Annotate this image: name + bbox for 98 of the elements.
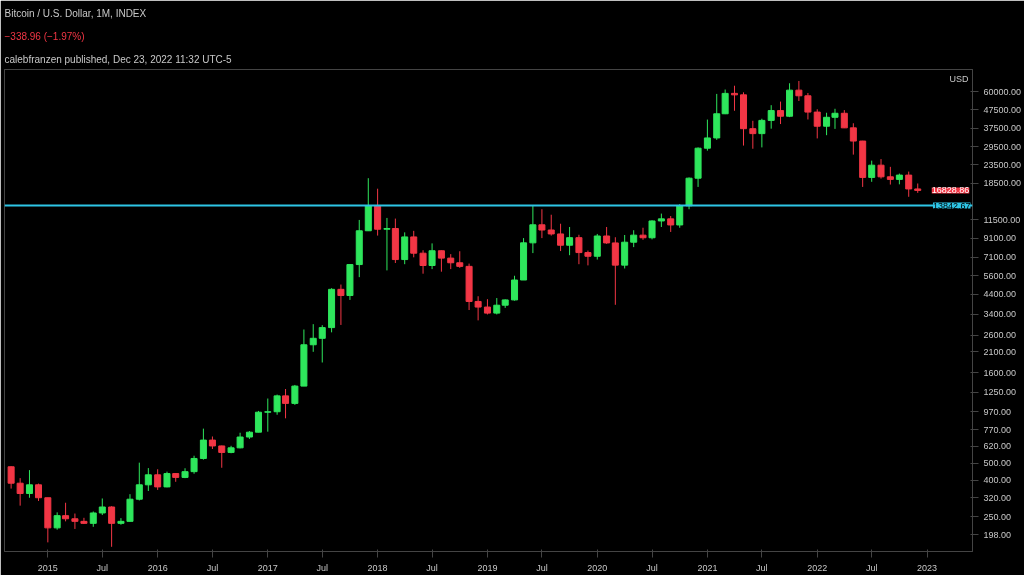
candlestick: [25, 469, 33, 499]
candlestick: [154, 468, 162, 491]
candlestick: [611, 236, 619, 306]
candlestick: [823, 112, 831, 136]
y-tick-label: 620.00: [983, 441, 1012, 452]
x-tick-label: Jul: [316, 562, 329, 573]
candlestick: [813, 108, 821, 139]
candlestick: [374, 188, 382, 237]
candlestick: [7, 465, 15, 490]
candlestick: [401, 231, 409, 265]
candlestick: [639, 227, 647, 241]
candlestick: [621, 234, 629, 269]
candlestick: [410, 230, 418, 258]
candlestick: [749, 120, 757, 150]
y-tick-label: 1600.00: [983, 367, 1017, 378]
x-tick-label: Jul: [536, 562, 548, 573]
y-tick-label: 770.00: [983, 424, 1012, 435]
candlestick: [566, 226, 574, 256]
x-tick-label: 2022: [807, 562, 828, 573]
y-tick-label: 7100.00: [983, 252, 1017, 263]
candlestick: [529, 204, 537, 254]
x-tick-label: Jul: [206, 562, 219, 573]
y-tick-label: 500.00: [983, 458, 1012, 469]
y-tick-label: 5600.00: [983, 270, 1017, 281]
x-tick-label: 2018: [367, 562, 388, 573]
y-tick-label: 29500.00: [983, 141, 1022, 152]
candlestick: [648, 219, 656, 240]
candlestick: [80, 517, 88, 525]
chart-subtitle: −338.96 (−1.97%): [4, 30, 85, 42]
y-tick-label: 47500.00: [983, 104, 1022, 115]
x-tick-label: 2017: [257, 562, 278, 573]
x-tick-label: 2016: [147, 562, 168, 573]
candlestick: [254, 410, 262, 433]
candlestick: [849, 122, 857, 156]
candlestick: [71, 513, 79, 530]
candlestick: [703, 119, 711, 152]
y-tick-label: 60000.00: [983, 86, 1022, 97]
y-tick-label: 18500.00: [983, 178, 1022, 189]
candlestick: [16, 477, 24, 507]
x-tick-label: Jul: [865, 562, 878, 573]
candlestick: [676, 203, 684, 229]
y-tick-label: 11500.00: [983, 214, 1021, 225]
y-tick-label: 3400.00: [983, 309, 1017, 320]
y-tick-label: 198.00: [983, 529, 1012, 540]
candlestick: [538, 208, 546, 239]
x-tick-label: 2021: [697, 562, 718, 573]
candlestick: [557, 223, 565, 252]
y-tick-label: 23500.00: [983, 159, 1022, 170]
y-tick-label: 9100.00: [983, 233, 1017, 244]
y-tick-label: 2600.00: [983, 330, 1017, 341]
candlestick: [144, 467, 152, 492]
y-tick-label: 250.00: [983, 511, 1012, 522]
candlestick: [758, 118, 766, 148]
candlestick: [804, 92, 812, 120]
candlestick: [877, 158, 885, 180]
ref-line-label: 13842.67: [932, 200, 971, 211]
y-tick-label: 400.00: [983, 475, 1012, 486]
candlestick: [547, 214, 555, 237]
x-tick-label: 2019: [477, 562, 498, 573]
candlestick: [905, 171, 913, 198]
candlestick: [282, 388, 290, 419]
y-tick-label: 320.00: [983, 492, 1012, 503]
x-tick-label: 2020: [587, 562, 608, 573]
candlestick: [218, 445, 226, 469]
candlestick: [511, 275, 519, 302]
candlestick: [593, 233, 601, 261]
x-tick-label: Jul: [756, 562, 768, 573]
y-tick-label: 4400.00: [983, 289, 1017, 300]
candlestick: [199, 428, 207, 461]
y-tick-label: 2100.00: [983, 346, 1017, 357]
candlestick: [428, 242, 436, 270]
candlestick: [337, 284, 345, 326]
y-tick-label: 970.00: [983, 406, 1012, 417]
chart-title: Bitcoin / U.S. Dollar, 1M, INDEX: [4, 7, 147, 19]
candlestick: [767, 104, 775, 130]
candlestick: [419, 249, 427, 275]
candlestick: [777, 101, 785, 125]
y-axis-title: USD: [949, 73, 969, 84]
candlestick: [62, 502, 70, 522]
x-tick-label: 2023: [917, 562, 938, 573]
x-tick-label: 2015: [37, 562, 58, 573]
candlestick: [309, 323, 317, 353]
candlestick: [437, 249, 445, 273]
x-tick-label: Jul: [96, 562, 109, 573]
text: calebfranzen published, Dec 23, 2022 11:32 UTC-5: [4, 53, 233, 65]
y-tick-label: 37500.00: [983, 123, 1022, 134]
candlestick: [108, 505, 116, 548]
candlestick: [831, 108, 839, 130]
annotation: 16828.86: [931, 185, 970, 196]
candlestick: [135, 462, 143, 501]
candlestick: [868, 160, 876, 183]
x-tick-label: Jul: [646, 562, 658, 573]
candlestick: [318, 324, 326, 363]
y-tick-label: 1250.00: [983, 387, 1017, 398]
candlestick: [383, 217, 391, 271]
candlestick: [795, 80, 803, 102]
x-tick-label: Jul: [426, 562, 438, 573]
candlestick: [264, 398, 272, 433]
